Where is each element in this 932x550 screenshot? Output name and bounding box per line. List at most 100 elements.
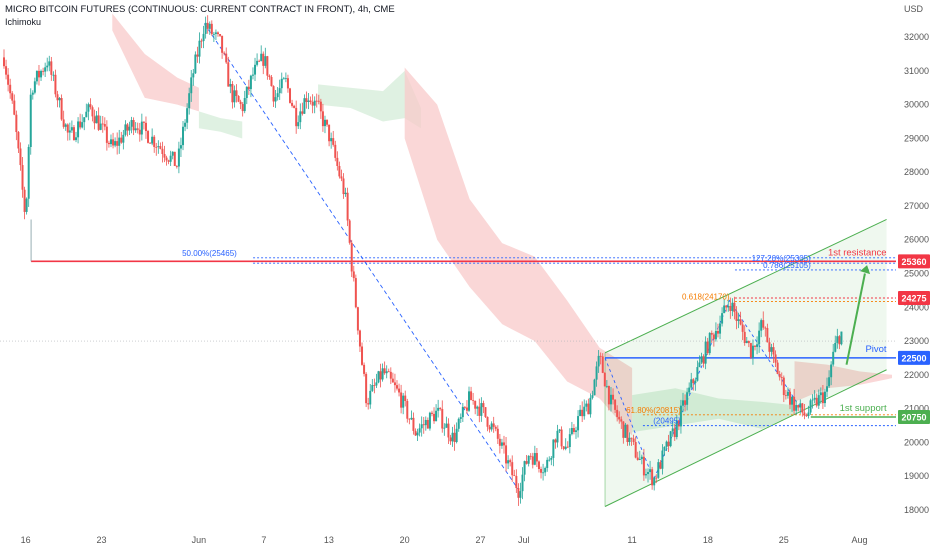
candle-body xyxy=(105,126,108,143)
candle-body xyxy=(609,394,612,405)
candle-body xyxy=(801,403,804,413)
candle-body xyxy=(472,400,475,401)
candle-body xyxy=(317,100,320,102)
candle-body xyxy=(599,355,602,357)
candle-body xyxy=(163,154,166,158)
candle-body xyxy=(614,399,617,410)
candle-body xyxy=(161,148,164,155)
candle-body xyxy=(221,35,224,53)
indicator-label[interactable]: Ichimoku xyxy=(5,17,42,27)
candle-body xyxy=(151,136,154,144)
candle-body xyxy=(751,345,754,358)
candle-body xyxy=(490,423,493,430)
price-badge-label: 24275 xyxy=(901,293,926,303)
price-badge-label: 20750 xyxy=(901,413,926,423)
x-tick-label: Jun xyxy=(192,535,207,545)
candle-body xyxy=(214,32,217,34)
candle-body xyxy=(517,488,520,498)
candle-body xyxy=(644,474,647,476)
candle-body xyxy=(206,22,209,29)
candle-body xyxy=(741,324,744,332)
candle-body xyxy=(813,397,816,400)
candle-body xyxy=(791,396,794,405)
candle-body xyxy=(725,305,728,308)
candle-body xyxy=(241,104,244,112)
candle-body xyxy=(404,395,407,401)
candle-body xyxy=(58,98,61,101)
candle-body xyxy=(212,33,215,35)
candle-body xyxy=(607,385,610,405)
candle-body xyxy=(369,390,372,405)
candle-body xyxy=(702,356,705,364)
candle-body xyxy=(56,94,59,101)
candle-body xyxy=(665,441,668,447)
candle-body xyxy=(15,114,18,133)
candle-body xyxy=(29,94,32,147)
candle-body xyxy=(422,424,425,426)
candle-body xyxy=(165,157,168,161)
candle-body xyxy=(361,346,364,365)
candle-body xyxy=(525,461,528,464)
candle-body xyxy=(803,412,806,416)
candle-body xyxy=(622,421,625,438)
candle-body xyxy=(817,395,820,406)
candle-body xyxy=(381,368,384,380)
candle-body xyxy=(408,418,411,420)
candle-body xyxy=(223,52,226,54)
candle-body xyxy=(780,377,783,378)
candle-body xyxy=(66,124,69,133)
x-tick-label: 23 xyxy=(96,535,106,545)
candle-body xyxy=(231,84,234,103)
candle-body xyxy=(486,416,489,427)
candle-body xyxy=(315,100,318,102)
candle-body xyxy=(227,62,230,87)
candle-body xyxy=(268,75,271,78)
candle-body xyxy=(147,131,150,143)
candle-body xyxy=(706,341,709,354)
candle-body xyxy=(834,342,837,352)
candle-body xyxy=(48,61,51,66)
candle-body xyxy=(634,442,637,458)
candle-body xyxy=(120,137,123,143)
candle-body xyxy=(552,439,555,458)
candle-body xyxy=(821,392,824,404)
candle-body xyxy=(385,371,388,374)
candle-body xyxy=(40,70,43,78)
candle-body xyxy=(836,336,839,343)
candle-body xyxy=(416,432,419,436)
candle-body xyxy=(626,424,629,442)
candle-body xyxy=(704,341,707,364)
candle-body xyxy=(297,122,300,127)
candle-body xyxy=(694,380,697,384)
candle-body xyxy=(132,120,135,131)
candle-body xyxy=(630,437,633,439)
candle-body xyxy=(673,428,676,438)
candle-body xyxy=(235,90,238,97)
candle-body xyxy=(762,320,765,328)
candle-body xyxy=(577,416,580,431)
candle-body xyxy=(669,431,672,447)
candle-body xyxy=(334,144,337,158)
candle-body xyxy=(688,387,691,393)
candle-body xyxy=(79,121,82,128)
candle-body xyxy=(398,388,401,393)
candle-body xyxy=(194,54,197,74)
candle-body xyxy=(375,382,378,386)
candle-body xyxy=(144,122,147,132)
candle-body xyxy=(340,176,343,179)
fib-label: 127.20%(25305) xyxy=(752,254,811,263)
x-tick-label: 18 xyxy=(703,535,713,545)
candle-body xyxy=(173,151,176,166)
candle-body xyxy=(692,379,695,384)
cloud-green-2 xyxy=(318,70,421,129)
candle-body xyxy=(87,104,90,112)
candle-body xyxy=(716,330,719,334)
candle-body xyxy=(772,347,775,355)
candle-body xyxy=(778,373,781,378)
candle-body xyxy=(192,73,195,78)
candle-body xyxy=(727,305,730,308)
candle-body xyxy=(583,406,586,417)
candle-body xyxy=(216,32,219,35)
candle-body xyxy=(776,362,779,374)
